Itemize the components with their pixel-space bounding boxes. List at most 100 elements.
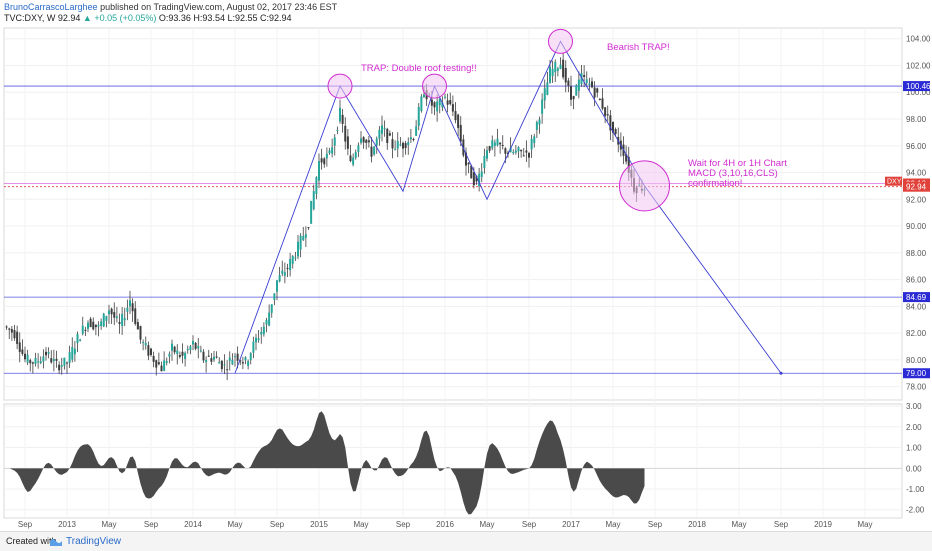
candle-body bbox=[50, 358, 53, 363]
candle-body bbox=[68, 352, 71, 363]
candle-body bbox=[538, 119, 541, 125]
candle-body bbox=[8, 328, 11, 330]
candle-body bbox=[142, 341, 145, 343]
candle-body bbox=[543, 88, 546, 101]
candle-body bbox=[144, 342, 147, 346]
candle-body bbox=[21, 349, 24, 354]
candle-body bbox=[562, 59, 565, 78]
candle-body bbox=[16, 331, 19, 344]
indicator-pane[interactable] bbox=[3, 403, 903, 519]
candle-body bbox=[454, 111, 457, 121]
candle-body bbox=[39, 361, 42, 364]
candle-body bbox=[286, 267, 289, 269]
candle-body bbox=[533, 136, 536, 144]
candle-body bbox=[155, 360, 158, 368]
time-tick-label: May bbox=[857, 520, 872, 529]
tradingview-logo-icon bbox=[50, 539, 62, 546]
candle-body bbox=[496, 138, 499, 146]
candle-body bbox=[165, 361, 168, 363]
candle-body bbox=[47, 352, 50, 354]
candle-body bbox=[451, 104, 454, 112]
candle-body bbox=[273, 293, 276, 300]
candle-body bbox=[520, 149, 523, 152]
candle-body bbox=[226, 369, 229, 371]
ohlc-text: O:93.36 H:93.54 L:92.55 C:92.94 bbox=[158, 13, 292, 23]
candle-body bbox=[583, 75, 586, 77]
candle-body bbox=[420, 96, 423, 112]
annotation-text: Bearish TRAP! bbox=[607, 42, 670, 53]
time-tick-label: 2016 bbox=[436, 520, 454, 529]
candle-body bbox=[575, 85, 578, 96]
candle-body bbox=[73, 348, 76, 355]
candle-body bbox=[449, 100, 452, 105]
price-tick-label: 78.00 bbox=[906, 383, 927, 392]
candle-body bbox=[218, 362, 221, 364]
chart-area[interactable]: 104.00 102.00 100.00 98.00 96.00 94.00 92.00 90… bbox=[0, 0, 932, 531]
candle-body bbox=[549, 67, 551, 83]
candle-body bbox=[570, 85, 572, 100]
candle-body bbox=[189, 346, 192, 351]
candle-body bbox=[370, 146, 373, 157]
candle-body bbox=[457, 114, 460, 128]
candle-body bbox=[118, 322, 121, 324]
candle-body bbox=[307, 227, 310, 229]
candle-body bbox=[514, 150, 517, 153]
candle-body bbox=[163, 360, 166, 371]
candle-body bbox=[26, 354, 29, 363]
candle-body bbox=[346, 136, 349, 149]
annotation-text: confirmation! bbox=[688, 178, 742, 189]
candle-body bbox=[609, 115, 612, 131]
candle-body bbox=[131, 303, 134, 312]
candle-body bbox=[572, 96, 575, 100]
candle-body bbox=[509, 147, 512, 153]
candle-body bbox=[121, 313, 124, 327]
symbol-tag-badge bbox=[885, 176, 902, 186]
candle-body bbox=[436, 101, 439, 112]
candle-body bbox=[247, 361, 250, 366]
candle-body bbox=[467, 162, 470, 165]
symbol-label[interactable]: TVC:DXY, W bbox=[4, 13, 56, 23]
candle-body bbox=[423, 94, 425, 98]
indicator-tick-label: 1.00 bbox=[906, 444, 922, 453]
candle-body bbox=[260, 331, 263, 335]
candle-body bbox=[276, 280, 278, 292]
candle-body bbox=[171, 343, 173, 351]
time-tick-label: May bbox=[353, 520, 368, 529]
tradingview-brand-link[interactable]: TradingView bbox=[66, 536, 122, 547]
trend-path-drawing[interactable] bbox=[234, 40, 782, 374]
candle-body bbox=[176, 350, 179, 355]
candle-body bbox=[323, 158, 326, 165]
highlight-circle[interactable] bbox=[548, 28, 573, 54]
candle-body bbox=[344, 125, 347, 142]
time-tick-label: Sep bbox=[270, 520, 285, 529]
indicator-tick-label: -2.00 bbox=[906, 506, 925, 515]
highlight-circle[interactable] bbox=[422, 73, 447, 99]
candle-body bbox=[541, 99, 544, 114]
candle-body bbox=[465, 152, 467, 166]
candle-body bbox=[278, 275, 281, 282]
candle-body bbox=[517, 147, 520, 152]
candle-body bbox=[244, 357, 247, 361]
candle-body bbox=[102, 313, 105, 327]
candle-body bbox=[483, 155, 486, 168]
candle-body bbox=[18, 342, 21, 352]
candle-body bbox=[283, 272, 286, 276]
candle-body bbox=[444, 96, 446, 98]
candle-body bbox=[320, 158, 323, 163]
candle-body bbox=[588, 83, 591, 86]
price-tick-label: 90.00 bbox=[906, 222, 927, 231]
candle-body bbox=[394, 148, 397, 150]
highlight-circle[interactable] bbox=[327, 73, 353, 99]
candle-body bbox=[92, 321, 95, 330]
candle-body bbox=[199, 350, 202, 352]
candle-body bbox=[535, 122, 538, 130]
time-tick-label: May bbox=[479, 520, 494, 529]
level-badge-label: 79.00 bbox=[906, 369, 927, 378]
publish-info: published on TradingView.com, August 02,… bbox=[100, 2, 338, 12]
author-link[interactable]: BrunoCarrascoLarghee bbox=[4, 2, 98, 12]
candle-body bbox=[386, 128, 389, 144]
candle-body bbox=[281, 270, 284, 274]
candle-body bbox=[184, 352, 187, 359]
highlight-circle[interactable] bbox=[619, 160, 670, 212]
price-pane[interactable] bbox=[3, 27, 903, 401]
